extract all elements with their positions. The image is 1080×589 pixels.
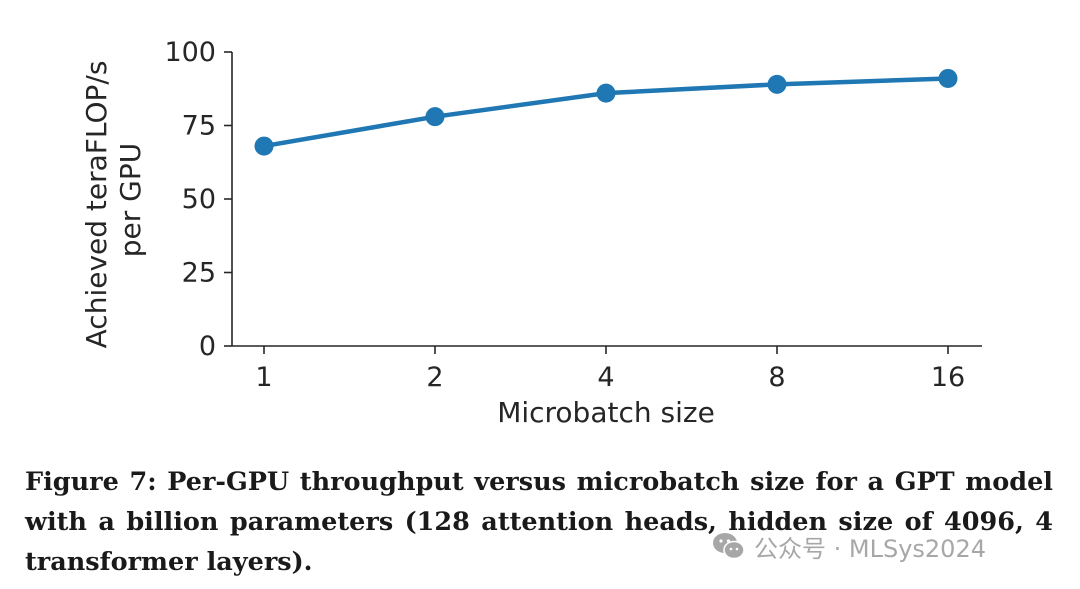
x-tick-label: 4 [597,362,614,393]
y-tick-label: 0 [199,331,216,362]
y-axis-label-line-1: Achieved teraFLOP/s [80,61,113,349]
x-tick-label: 8 [768,362,785,393]
y-tick-label: 75 [182,111,216,142]
data-point [425,107,445,127]
data-point [767,74,787,94]
y-tick-label: 25 [182,258,216,289]
x-tick-label: 1 [255,362,272,393]
data-point [938,68,958,88]
x-axis: 1 2 4 8 16 [232,345,982,393]
throughput-line-chart: 0 25 50 75 100 1 2 4 8 16 Microbatch size Achiev… [80,37,982,429]
y-axis: 0 25 50 75 100 [164,37,233,362]
y-axis-label-line-2: per GPU [114,143,147,258]
data-point [254,136,274,156]
data-point [596,83,616,103]
figure-caption: Figure 7: Per-GPU throughput versus micr… [25,467,1053,577]
series [254,68,958,156]
x-axis-label: Microbatch size [497,396,715,429]
x-tick-label: 2 [426,362,443,393]
y-axis-label: Achieved teraFLOP/s per GPU [80,52,147,349]
x-tick-label: 16 [931,362,965,393]
y-tick-label: 100 [164,37,216,68]
y-tick-label: 50 [182,184,216,215]
